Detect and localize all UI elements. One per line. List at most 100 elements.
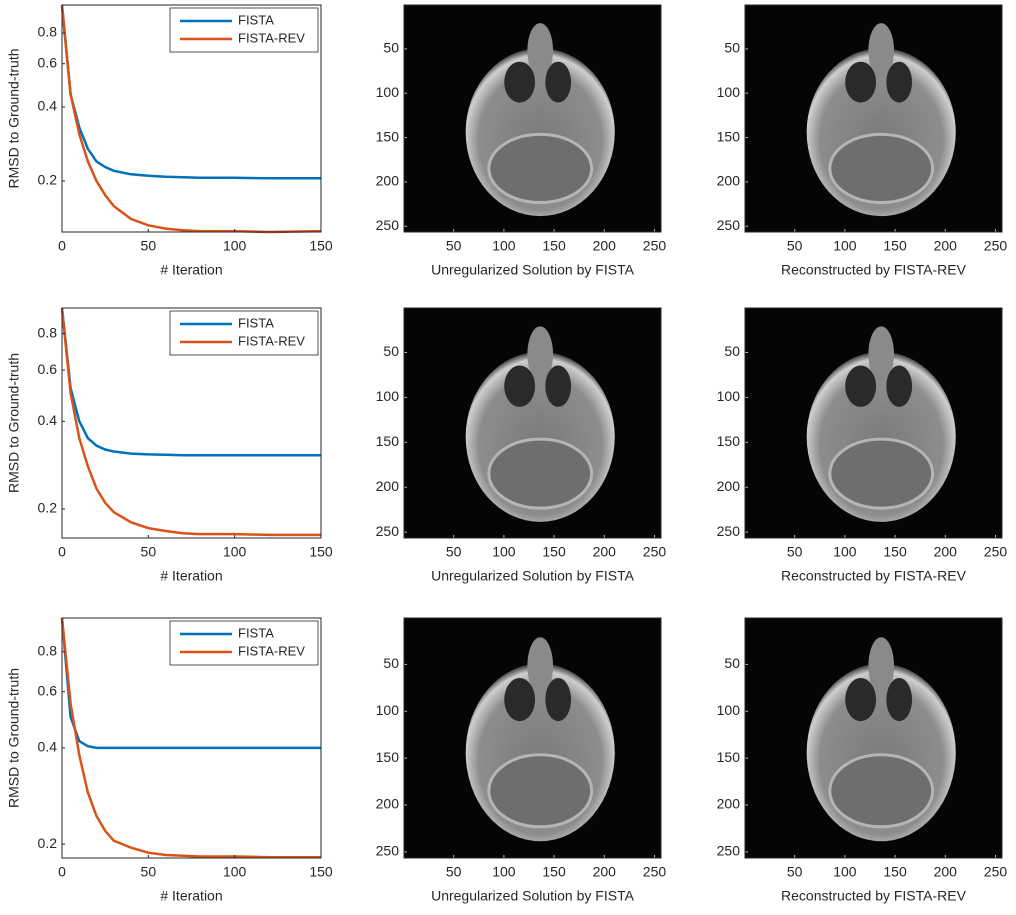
sinus	[545, 365, 572, 407]
x-tick-label: 100	[492, 864, 516, 880]
x-tick-label: 100	[223, 238, 247, 254]
y-tick-label: 0.4	[38, 739, 58, 755]
x-tick-label: 50	[787, 864, 803, 880]
legend-label: FISTA	[238, 12, 274, 27]
y-axis-label: RMSD to Ground-truth	[6, 48, 22, 188]
axes-box	[403, 617, 662, 859]
x-axis-label: # Iteration	[160, 568, 222, 584]
brain	[487, 753, 594, 829]
axes-box	[403, 307, 662, 539]
y-tick-label: 50	[383, 655, 399, 671]
series-line	[60, 617, 321, 859]
y-tick-label: 50	[724, 343, 740, 359]
x-tick-label: 150	[542, 238, 566, 254]
y-tick-label: 0.2	[38, 500, 58, 516]
x-tick-label: 50	[446, 864, 462, 880]
y-tick-label: 100	[376, 388, 400, 404]
series-line	[60, 4, 322, 234]
y-tick-label: 250	[717, 843, 741, 859]
x-tick-label: 200	[934, 864, 958, 880]
x-tick-label: 250	[984, 544, 1008, 560]
brain	[487, 437, 594, 510]
x-tick-label: 150	[883, 864, 907, 880]
x-tick-label: 150	[542, 864, 566, 880]
y-tick-label: 50	[724, 655, 740, 671]
x-tick-label: 100	[492, 544, 516, 560]
x-tick-label: 50	[446, 544, 462, 560]
y-tick-label: 0.2	[38, 172, 58, 188]
x-tick-label: 0	[58, 238, 66, 254]
y-tick-label: 250	[717, 217, 741, 233]
sinus	[504, 61, 536, 103]
y-tick-label: 200	[717, 478, 741, 494]
y-tick-label: 0.2	[38, 835, 58, 851]
head-image	[465, 326, 615, 522]
x-tick-label: 50	[141, 238, 157, 254]
x-tick-label: 0	[58, 544, 66, 560]
x-axis-label: Reconstructed by FISTA-REV	[781, 262, 967, 278]
x-tick-label: 50	[787, 544, 803, 560]
y-tick-label: 0.4	[38, 412, 58, 428]
legend-label: FISTA-REV	[238, 333, 305, 348]
y-axis-label: RMSD to Ground-truth	[6, 668, 22, 808]
sinus	[545, 61, 572, 103]
x-tick-label: 100	[492, 238, 516, 254]
x-axis-label: Unregularized Solution by FISTA	[431, 888, 634, 904]
legend-label: FISTA	[238, 315, 274, 330]
x-tick-label: 250	[643, 544, 667, 560]
axes-box	[744, 617, 1003, 859]
y-tick-label: 200	[717, 796, 741, 812]
head-image	[465, 23, 615, 217]
series-line	[60, 4, 321, 180]
sinus	[504, 678, 536, 722]
legend-label: FISTA-REV	[238, 30, 305, 45]
sinus	[886, 365, 913, 407]
x-tick-label: 250	[984, 864, 1008, 880]
y-tick-label: 100	[717, 388, 741, 404]
axes-box	[61, 307, 322, 539]
nose	[527, 326, 554, 382]
x-tick-label: 0	[58, 864, 66, 880]
x-axis-label: # Iteration	[160, 262, 222, 278]
x-tick-label: 50	[141, 544, 157, 560]
brain	[828, 132, 935, 204]
nose	[527, 637, 554, 695]
x-tick-label: 150	[883, 238, 907, 254]
axes-box	[61, 617, 322, 859]
nose	[868, 637, 895, 695]
legend-label: FISTA	[238, 625, 274, 640]
head-image	[806, 326, 956, 522]
x-tick-label: 100	[833, 238, 857, 254]
x-axis-label: Unregularized Solution by FISTA	[431, 262, 634, 278]
x-tick-label: 150	[309, 544, 333, 560]
x-axis-label: Unregularized Solution by FISTA	[431, 568, 634, 584]
brain	[828, 753, 935, 829]
y-tick-label: 150	[376, 433, 400, 449]
x-tick-label: 200	[934, 544, 958, 560]
legend-box	[169, 620, 319, 666]
y-tick-label: 200	[717, 173, 741, 189]
y-tick-label: 0.8	[38, 642, 58, 658]
x-tick-label: 100	[223, 864, 247, 880]
legend-label: FISTA-REV	[238, 643, 305, 658]
y-tick-label: 0.6	[38, 54, 58, 70]
x-tick-label: 150	[309, 238, 333, 254]
x-tick-label: 50	[141, 864, 157, 880]
brain	[828, 437, 935, 510]
x-tick-label: 250	[984, 238, 1008, 254]
x-tick-label: 50	[446, 238, 462, 254]
y-tick-label: 150	[717, 433, 741, 449]
y-tick-label: 100	[376, 84, 400, 100]
y-tick-label: 0.8	[38, 24, 58, 40]
y-tick-label: 100	[717, 702, 741, 718]
y-tick-label: 200	[376, 173, 400, 189]
y-tick-label: 0.6	[38, 682, 58, 698]
nose	[868, 326, 895, 382]
axes-box	[744, 4, 1003, 233]
sinus	[886, 678, 913, 722]
y-tick-label: 150	[376, 128, 400, 144]
sinus	[845, 365, 877, 407]
y-tick-label: 50	[383, 343, 399, 359]
axes-box	[744, 307, 1003, 539]
